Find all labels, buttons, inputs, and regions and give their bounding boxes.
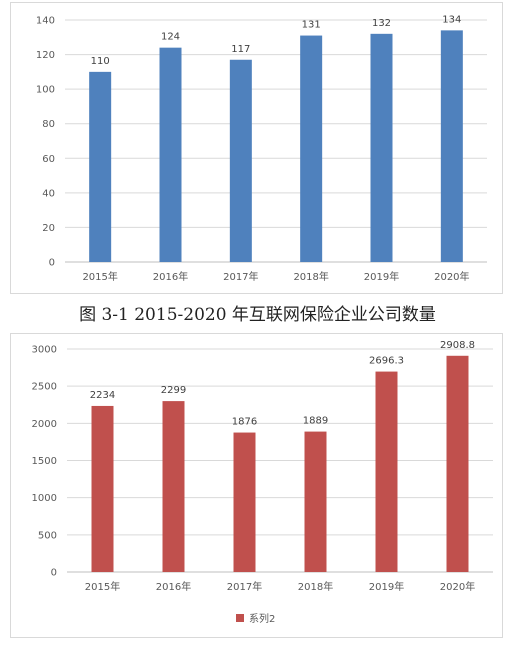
legend-swatch [236, 614, 244, 622]
bar [375, 371, 398, 572]
x-tick-label: 2015年 [82, 270, 117, 283]
data-label: 2696.3 [369, 356, 404, 367]
bar [440, 30, 463, 262]
x-tick-label: 2019年 [369, 580, 404, 593]
x-tick-label: 2017年 [223, 270, 258, 283]
bar [229, 59, 252, 262]
bar [304, 431, 327, 572]
legend: 系列2 [236, 612, 275, 625]
x-tick-label: 2020年 [434, 270, 469, 283]
x-tick-label: 2020年 [440, 580, 475, 593]
y-tick-label: 2000 [32, 419, 57, 430]
data-label: 2908.8 [440, 340, 475, 351]
bar [159, 47, 182, 263]
x-tick-label: 2018年 [293, 270, 328, 283]
x-tick-label: 2019年 [364, 270, 399, 283]
y-tick-label: 3000 [32, 345, 57, 356]
data-label: 131 [302, 20, 321, 31]
bar [91, 405, 114, 572]
data-label: 132 [372, 18, 391, 29]
bar [233, 432, 256, 572]
y-tick-label: 20 [42, 223, 55, 234]
data-label: 2234 [90, 390, 115, 401]
y-tick-label: 0 [51, 568, 57, 579]
data-label: 1876 [232, 417, 257, 428]
data-label: 134 [442, 14, 461, 25]
bar [300, 35, 323, 262]
x-tick-label: 2018年 [298, 580, 333, 593]
data-label: 2299 [161, 385, 186, 396]
y-tick-label: 120 [36, 50, 55, 61]
legend-label: 系列2 [249, 612, 275, 625]
y-tick-label: 100 [36, 85, 55, 96]
x-tick-label: 2016年 [156, 580, 191, 593]
data-label: 1889 [303, 416, 328, 427]
chart-series2: 0 500 1000 1500 2000 2500 3000 2234 2015年 2299 201… [10, 333, 503, 638]
chart-series2-svg: 0 500 1000 1500 2000 2500 3000 2234 2015年 2299 201… [32, 340, 493, 625]
y-tick-label: 40 [42, 188, 55, 199]
y-tick-label: 1500 [32, 456, 57, 467]
y-tick-label: 2500 [32, 382, 57, 393]
chart-company-count-svg: 0 20 40 60 80 100 120 140 110 2015年 124 2016年 117 201… [36, 14, 487, 283]
x-tick-label: 2017年 [227, 580, 262, 593]
bar [89, 71, 112, 262]
bar [370, 33, 393, 263]
chart-company-count: 0 20 40 60 80 100 120 140 110 2015年 124 2016年 117 201… [10, 2, 503, 294]
bar [162, 401, 185, 572]
data-label: 117 [231, 44, 250, 55]
figure-caption: 图 3-1 2015-2020 年互联网保险企业公司数量 [79, 305, 436, 325]
data-label: 110 [91, 56, 110, 67]
data-label: 124 [161, 32, 180, 43]
y-tick-label: 140 [36, 16, 55, 27]
x-tick-label: 2015年 [85, 580, 120, 593]
y-tick-label: 500 [38, 530, 57, 541]
y-tick-label: 0 [49, 258, 55, 269]
bar [446, 355, 469, 572]
y-tick-label: 80 [42, 119, 55, 130]
y-tick-label: 60 [42, 154, 55, 165]
y-tick-label: 1000 [32, 493, 57, 504]
x-tick-label: 2016年 [153, 270, 188, 283]
